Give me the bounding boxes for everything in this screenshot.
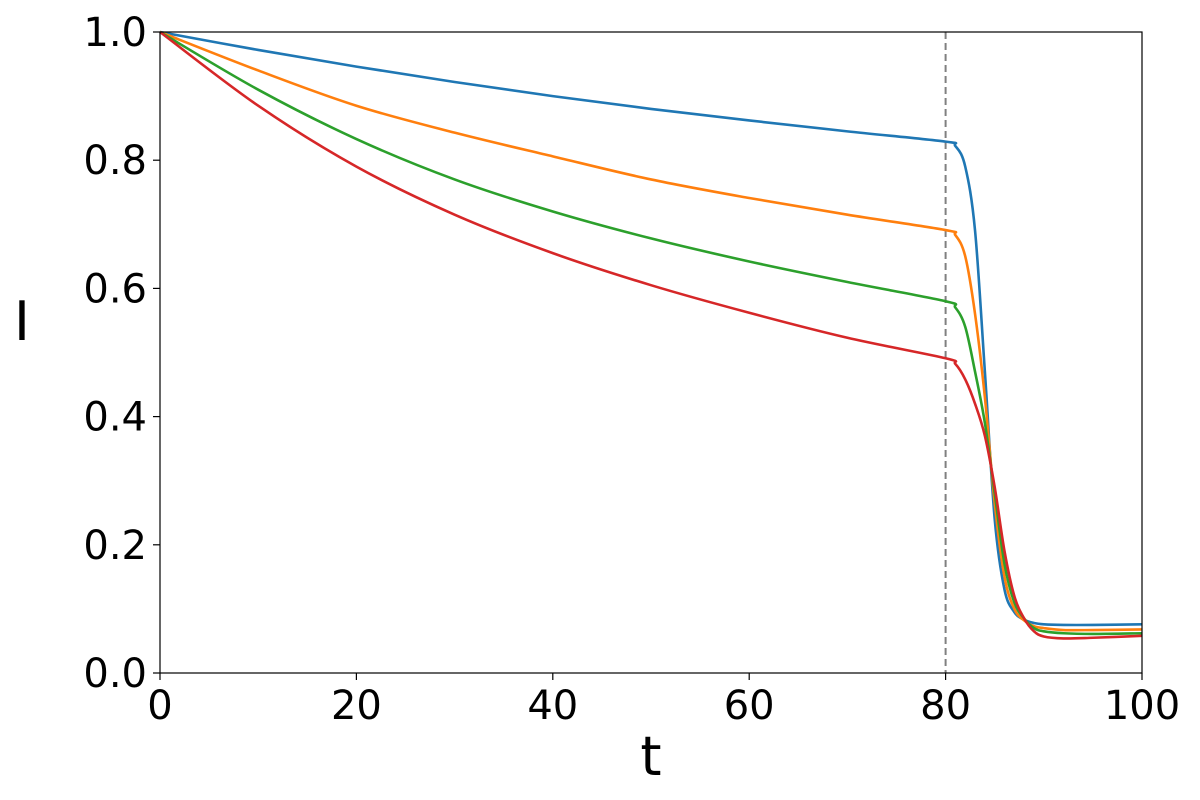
y-tick-label: 1.0 — [83, 10, 147, 56]
axes-frame — [159, 31, 1143, 674]
x-tick-label: 100 — [1104, 683, 1180, 729]
x-tick-label: 60 — [724, 683, 775, 729]
y-tick-label: 0.2 — [83, 523, 147, 569]
y-tick-label: 0.8 — [83, 138, 147, 184]
x-tick-label: 20 — [331, 683, 382, 729]
ticks: 0 20 40 60 80 100 0.0 0.2 0.4 0.6 0.8 1.0 — [83, 10, 1180, 729]
y-tick-label: 0.0 — [83, 651, 147, 697]
x-tick-label: 0 — [147, 683, 172, 729]
y-tick-label: 0.6 — [83, 266, 147, 312]
series-line-1 — [159, 30, 1143, 627]
plot-area — [159, 30, 1143, 673]
series-line-4 — [159, 30, 1143, 640]
y-tick-label: 0.4 — [83, 395, 147, 441]
series-line-3 — [159, 30, 1143, 636]
x-tick-label: 40 — [527, 683, 578, 729]
series-line-2 — [159, 30, 1143, 632]
y-axis-label: I — [14, 290, 30, 353]
x-tick-label: 80 — [920, 683, 971, 729]
x-axis-label: t — [640, 725, 661, 788]
